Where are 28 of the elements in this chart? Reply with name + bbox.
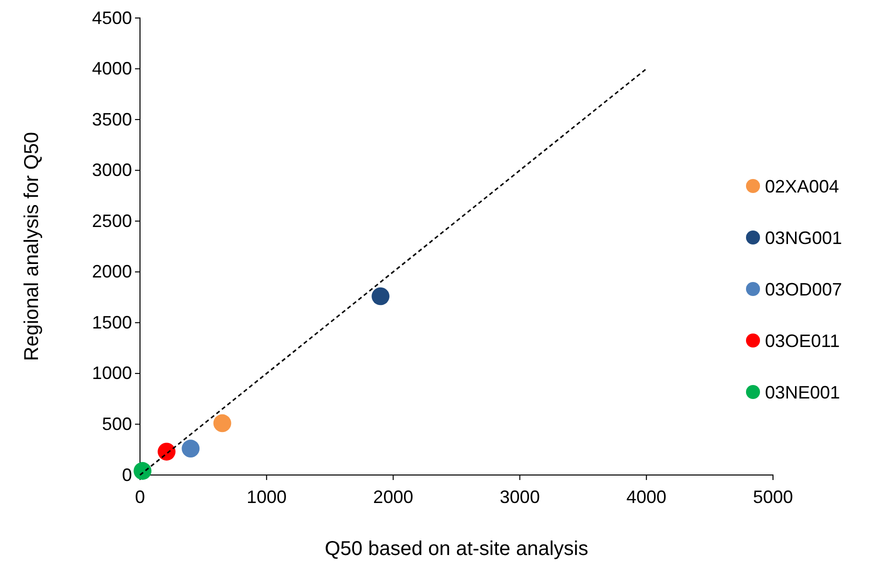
y-tick-label: 2500 (92, 210, 132, 231)
x-tick-label: 5000 (752, 486, 794, 507)
y-tick-label: 0 (122, 464, 132, 485)
y-tick-label: 4500 (92, 8, 132, 28)
x-tick-label: 4000 (626, 486, 666, 507)
y-tick-label: 1000 (92, 363, 132, 384)
legend-label: 03OD007 (765, 279, 842, 300)
y-tick-label: 4000 (92, 58, 132, 79)
point (372, 287, 390, 306)
y-tick-label: 1500 (92, 312, 132, 332)
y-tick-label: 2000 (92, 262, 132, 282)
legend-label: 03NE001 (765, 382, 840, 402)
point (213, 414, 232, 432)
point (182, 440, 200, 458)
y-tick-label: 500 (102, 414, 132, 434)
x-axis-title: Q50 based on at-site analysis (324, 538, 588, 560)
y-axis-title: Regional analysis for Q50 (21, 132, 43, 362)
x-tick-label: 1000 (246, 486, 287, 507)
x-tick-label: 3000 (500, 486, 540, 507)
legend-label: 02XA004 (765, 176, 840, 196)
y-tick-label: 3500 (92, 109, 132, 130)
legend-label: 03NG001 (765, 228, 842, 248)
point (134, 462, 152, 480)
x-tick-label: 2000 (373, 486, 414, 507)
x-tick-label: 0 (134, 486, 146, 507)
y-tick-label: 3000 (92, 160, 132, 180)
point (158, 442, 176, 461)
legend-label: 03OE011 (765, 330, 840, 351)
